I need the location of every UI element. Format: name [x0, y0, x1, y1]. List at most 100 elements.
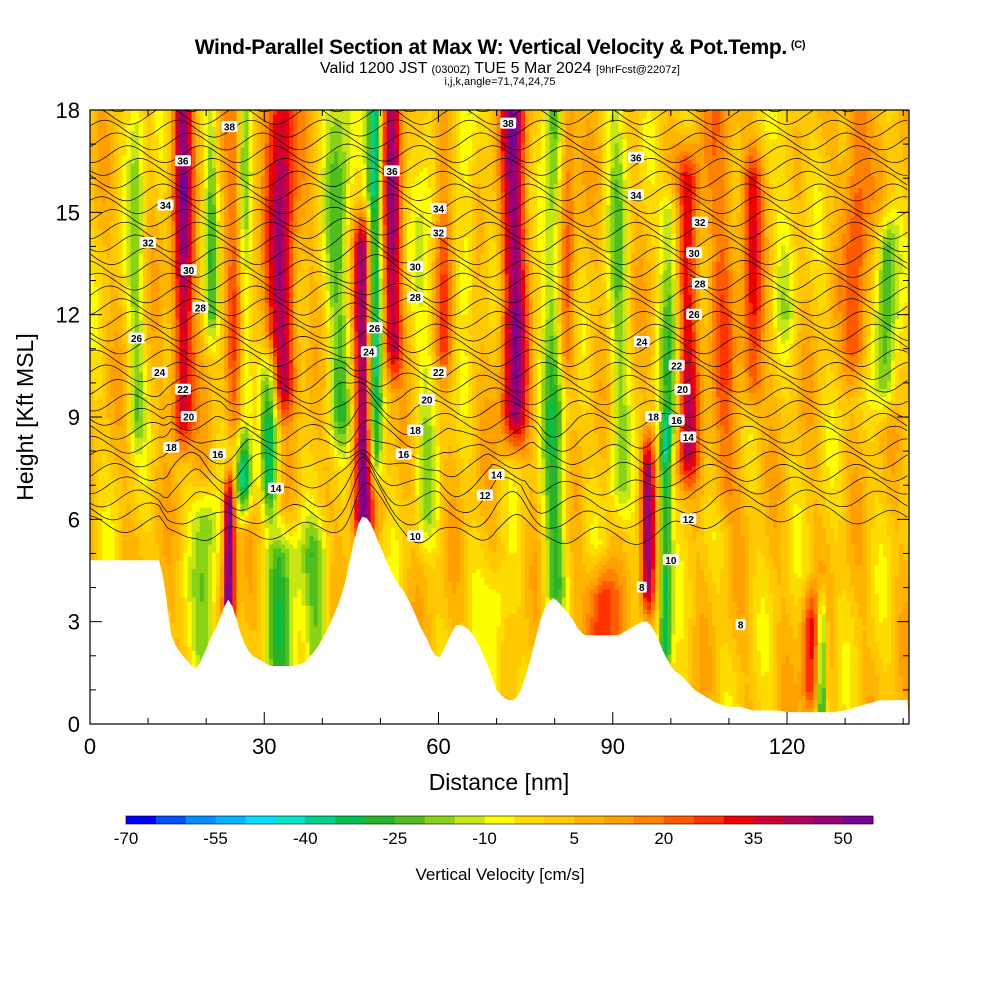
- velocity-cell: [179, 183, 185, 189]
- velocity-cell: [187, 142, 193, 148]
- velocity-cell: [207, 310, 213, 316]
- velocity-cell: [171, 478, 176, 484]
- velocity-cell: [114, 556, 120, 561]
- velocity-cell: [212, 552, 217, 557]
- velocity-cell: [126, 421, 132, 426]
- velocity-cell: [220, 298, 225, 303]
- velocity-cell: [183, 486, 189, 492]
- velocity-cell: [203, 380, 209, 385]
- velocity-cell: [106, 126, 111, 132]
- velocity-cell: [203, 548, 209, 553]
- velocity-cell: [138, 163, 144, 168]
- velocity-cell: [216, 584, 221, 590]
- velocity-cell: [118, 515, 124, 520]
- velocity-cell: [122, 494, 128, 500]
- velocity-cell: [187, 474, 193, 479]
- velocity-cell: [142, 478, 148, 484]
- velocity-cell: [187, 134, 193, 140]
- velocity-cell: [212, 249, 217, 254]
- velocity-cell: [175, 175, 181, 181]
- velocity-cell: [114, 441, 120, 447]
- velocity-cell: [203, 507, 209, 512]
- velocity-cell: [106, 216, 111, 222]
- velocity-cell: [171, 245, 176, 250]
- velocity-cell: [183, 232, 189, 238]
- velocity-cell: [122, 155, 128, 160]
- velocity-cell: [106, 277, 111, 283]
- velocity-cell: [187, 531, 193, 537]
- velocity-cell: [216, 543, 221, 549]
- velocity-cell: [212, 359, 217, 365]
- velocity-cell: [167, 245, 172, 250]
- velocity-cell: [106, 556, 111, 561]
- velocity-cell: [199, 638, 205, 643]
- velocity-cell: [171, 208, 176, 213]
- velocity-cell: [183, 191, 189, 197]
- velocity-cell: [122, 314, 128, 320]
- velocity-cell: [167, 175, 172, 181]
- velocity-cell: [175, 638, 181, 643]
- velocity-cell: [110, 507, 115, 512]
- velocity-cell: [122, 335, 128, 340]
- velocity-cell: [179, 273, 185, 279]
- velocity-cell: [106, 163, 111, 168]
- velocity-cell: [203, 314, 209, 320]
- velocity-cell: [130, 302, 136, 308]
- velocity-cell: [191, 175, 197, 181]
- velocity-cell: [199, 212, 205, 217]
- velocity-cell: [220, 572, 225, 578]
- velocity-cell: [199, 388, 205, 393]
- velocity-cell: [159, 257, 164, 263]
- velocity-cell: [126, 445, 132, 451]
- velocity-cell: [159, 208, 164, 213]
- velocity-cell: [207, 408, 213, 414]
- velocity-cell: [207, 539, 213, 545]
- velocity-cell: [220, 290, 225, 295]
- velocity-cell: [195, 453, 201, 459]
- velocity-cell: [94, 134, 99, 140]
- velocity-cell: [126, 294, 132, 299]
- velocity-cell: [187, 572, 193, 578]
- velocity-cell: [142, 138, 148, 144]
- velocity-cell: [110, 265, 115, 271]
- velocity-cell: [203, 421, 209, 426]
- velocity-cell: [110, 449, 115, 455]
- velocity-cell: [142, 339, 148, 344]
- velocity-cell: [187, 593, 193, 598]
- velocity-cell: [98, 507, 103, 512]
- velocity-cell: [126, 175, 132, 181]
- velocity-cell: [126, 523, 132, 529]
- velocity-cell: [146, 318, 152, 324]
- velocity-cell: [163, 130, 168, 136]
- velocity-cell: [138, 417, 144, 422]
- velocity-cell: [114, 318, 120, 324]
- velocity-cell: [163, 453, 168, 459]
- velocity-cell: [102, 146, 107, 152]
- velocity-cell: [191, 200, 197, 205]
- velocity-cell: [183, 584, 189, 590]
- velocity-cell: [207, 605, 213, 610]
- velocity-cell: [98, 482, 103, 488]
- velocity-cell: [167, 462, 172, 467]
- velocity-cell: [155, 376, 160, 381]
- velocity-cell: [167, 580, 172, 586]
- velocity-cell: [138, 306, 144, 312]
- velocity-cell: [159, 359, 164, 365]
- velocity-cell: [94, 543, 99, 549]
- velocity-cell: [187, 236, 193, 242]
- velocity-cell: [159, 400, 164, 406]
- velocity-cell: [114, 175, 120, 181]
- velocity-cell: [114, 326, 120, 332]
- velocity-cell: [155, 462, 160, 467]
- velocity-cell: [94, 404, 99, 410]
- velocity-cell: [155, 417, 160, 422]
- velocity-cell: [195, 126, 201, 132]
- velocity-cell: [118, 286, 124, 291]
- velocity-cell: [216, 257, 221, 263]
- velocity-cell: [102, 122, 107, 127]
- velocity-cell: [195, 208, 201, 213]
- velocity-cell: [220, 564, 225, 570]
- velocity-cell: [171, 572, 176, 578]
- velocity-cell: [98, 511, 103, 516]
- velocity-cell: [216, 609, 221, 615]
